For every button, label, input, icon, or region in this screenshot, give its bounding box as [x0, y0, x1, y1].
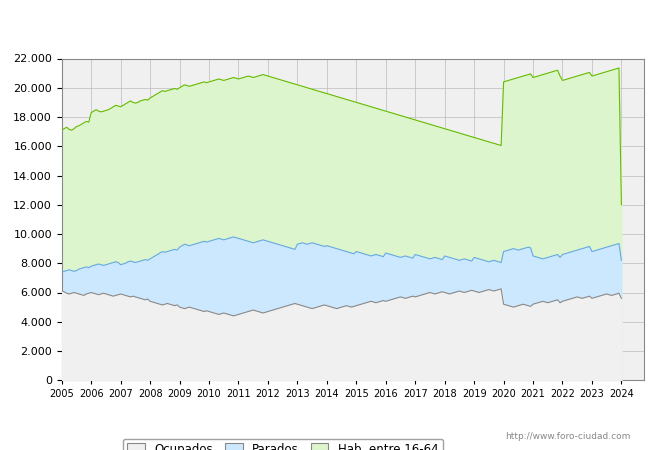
Text: Coria del Río - Evolucion de la poblacion en edad de Trabajar Septiembre de 2024: Coria del Río - Evolucion de la poblacio… — [63, 18, 587, 31]
Legend: Ocupados, Parados, Hab. entre 16-64: Ocupados, Parados, Hab. entre 16-64 — [123, 439, 443, 450]
Text: http://www.foro-ciudad.com: http://www.foro-ciudad.com — [505, 432, 630, 441]
